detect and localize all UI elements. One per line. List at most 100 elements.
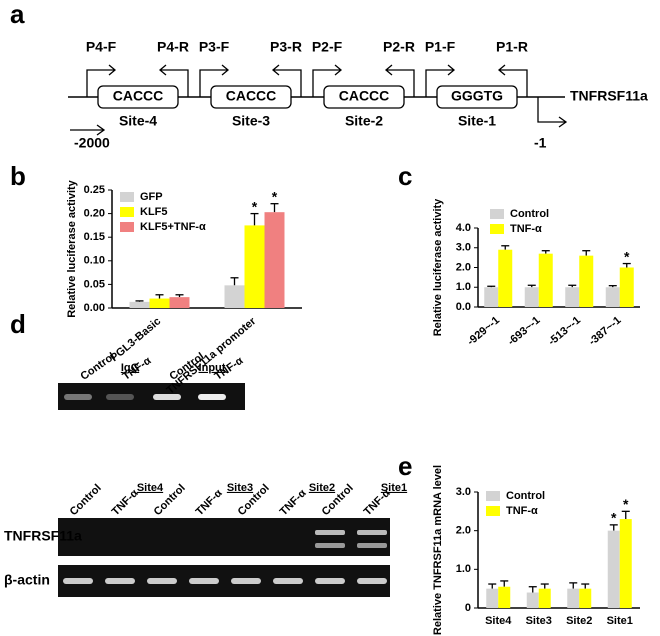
bar: [579, 588, 592, 608]
gel-group: Site1: [381, 482, 407, 494]
legend-swatch: [490, 224, 504, 234]
bar: [607, 530, 620, 608]
y-tick-label: 2.0: [456, 261, 471, 273]
gel-band: [153, 394, 181, 400]
gel-band: [315, 578, 345, 584]
gel-band: [63, 578, 93, 584]
primer-label: P3-R: [270, 39, 302, 55]
primer-arrow: [497, 64, 528, 97]
panel-label: b: [10, 161, 26, 191]
lane-label: TNF-α: [194, 487, 225, 518]
legend-swatch: [490, 209, 504, 219]
bar: [619, 519, 632, 608]
x-tick-label: Site1: [607, 615, 633, 627]
significance: *: [252, 198, 258, 214]
legend-label: TNF-α: [506, 505, 538, 517]
gel-band: [189, 578, 219, 584]
gel-group: Site3: [227, 482, 253, 494]
gel-band: [357, 578, 387, 584]
panel-label: d: [10, 309, 26, 339]
legend-swatch: [486, 491, 500, 501]
bar: [486, 588, 499, 608]
site-label: Site-4: [119, 113, 157, 129]
y-tick-label: 3.0: [456, 486, 471, 498]
bar: [484, 287, 499, 307]
motif-label: GGGTG: [451, 88, 503, 104]
y-tick-label: 0.05: [84, 278, 105, 290]
bar: [169, 297, 190, 308]
y-tick-label: 0.20: [84, 208, 105, 220]
start-label: -2000: [74, 135, 110, 151]
bar: [526, 592, 539, 608]
y-tick-label: 0.25: [84, 184, 105, 196]
significance: *: [623, 496, 629, 512]
motif-box: [210, 85, 292, 109]
bar: [224, 285, 245, 308]
site-label: Site-3: [232, 113, 270, 129]
legend-label: Control: [510, 208, 549, 220]
site-label: Site-1: [458, 113, 496, 129]
row-label: TNFRSF11a: [4, 528, 82, 544]
y-tick-label: 0.0: [456, 301, 471, 313]
y-tick-label: 1.0: [456, 281, 471, 293]
primer-label: P3-F: [199, 39, 230, 55]
bar: [538, 588, 551, 608]
lane-label: Control: [68, 482, 104, 518]
primer-label: P4-R: [157, 39, 189, 55]
panel-label: c: [398, 161, 412, 191]
gel-group: IgG: [121, 362, 139, 374]
gel-band: [357, 543, 387, 548]
y-tick-label: 0: [465, 602, 471, 614]
y-tick-label: 4.0: [456, 222, 471, 234]
lane-label: TNF-α: [110, 487, 141, 518]
legend-label: TNF-α: [510, 223, 542, 235]
legend-label: GFP: [140, 191, 163, 203]
legend-swatch: [486, 506, 500, 516]
primer-arrow: [271, 64, 302, 97]
site-label: Site-2: [345, 113, 383, 129]
gel-band: [315, 543, 345, 548]
gel-band: [198, 394, 226, 400]
y-axis-label: Relative luciferase activity: [66, 179, 78, 317]
y-tick-label: 0.15: [84, 231, 105, 243]
bar: [129, 301, 150, 308]
x-tick-label: PGL3-Basic: [108, 315, 163, 364]
motif-label: CACCC: [226, 88, 277, 104]
gel-band: [105, 578, 135, 584]
motif-box: [436, 85, 518, 109]
y-tick-label: 1.0: [456, 563, 471, 575]
x-tick-label: Site4: [485, 615, 512, 627]
bar: [149, 298, 170, 308]
lane-label: TNF-α: [362, 487, 393, 518]
gel-group: Site4: [137, 482, 164, 494]
gel-band: [357, 530, 387, 535]
significance: *: [611, 510, 617, 526]
bar: [619, 267, 634, 307]
x-tick-label: -929~-1: [465, 314, 502, 348]
bar: [538, 253, 553, 307]
motif-box: [323, 85, 405, 109]
x-tick-label: -387~-1: [587, 314, 624, 348]
primer-label: P2-F: [312, 39, 343, 55]
y-tick-label: 0.10: [84, 255, 105, 267]
bar: [244, 225, 265, 308]
start-arrow: [70, 124, 106, 136]
x-tick-label: -513~-1: [546, 314, 583, 348]
bar: [579, 255, 594, 307]
bar: [565, 287, 580, 307]
lane-label: TNF-α: [213, 355, 246, 383]
motif-label: CACCC: [339, 88, 390, 104]
primer-arrow: [312, 64, 343, 97]
significance: *: [624, 248, 630, 264]
gel-group: Site2: [309, 482, 335, 494]
legend-label: KLF5: [140, 206, 168, 218]
end-arrow: [537, 97, 568, 128]
lane-label: TNF-α: [278, 487, 309, 518]
y-axis-label: Relative luciferase activity: [432, 198, 444, 336]
y-tick-label: 0.00: [84, 302, 105, 314]
gene-label: TNFRSF11a: [570, 88, 648, 104]
panel-label: a: [10, 0, 25, 29]
bar: [524, 287, 539, 307]
bar: [605, 287, 620, 307]
y-tick-label: 2.0: [456, 525, 471, 537]
